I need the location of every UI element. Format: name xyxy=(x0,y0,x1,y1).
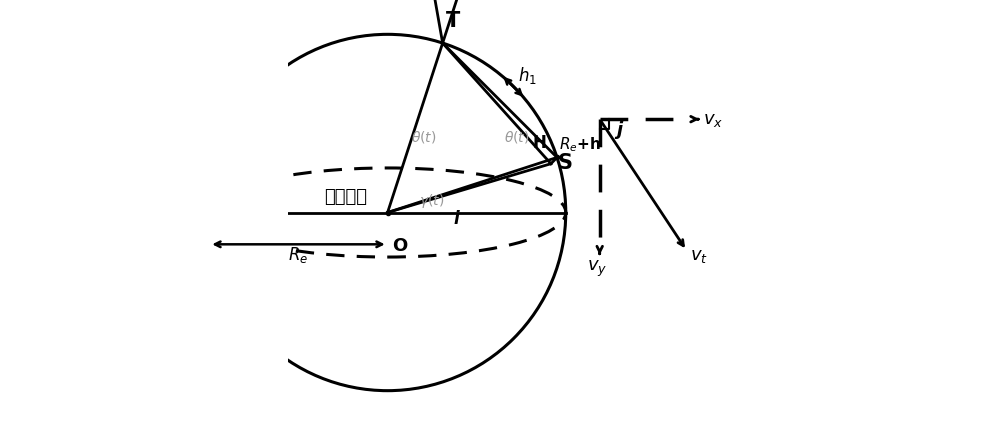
Text: $h_1$: $h_1$ xyxy=(518,65,536,86)
Text: O: O xyxy=(392,236,407,254)
Text: i: i xyxy=(453,210,459,227)
Text: H: H xyxy=(533,134,546,152)
Text: j: j xyxy=(617,121,623,139)
Text: $\theta(t)$: $\theta(t)$ xyxy=(411,129,436,144)
Text: $\gamma(t)$: $\gamma(t)$ xyxy=(419,192,445,210)
Text: S: S xyxy=(557,152,572,172)
Text: $v_x$: $v_x$ xyxy=(703,111,723,129)
Text: $v_y$: $v_y$ xyxy=(587,258,608,278)
Text: $R_e$+h: $R_e$+h xyxy=(559,135,601,154)
Text: T: T xyxy=(446,12,460,31)
Text: 赤道平面: 赤道平面 xyxy=(324,187,367,205)
Text: $R_e$: $R_e$ xyxy=(288,245,309,265)
Text: $\theta(t)$: $\theta(t)$ xyxy=(504,129,530,144)
Text: $v_t$: $v_t$ xyxy=(690,247,708,265)
